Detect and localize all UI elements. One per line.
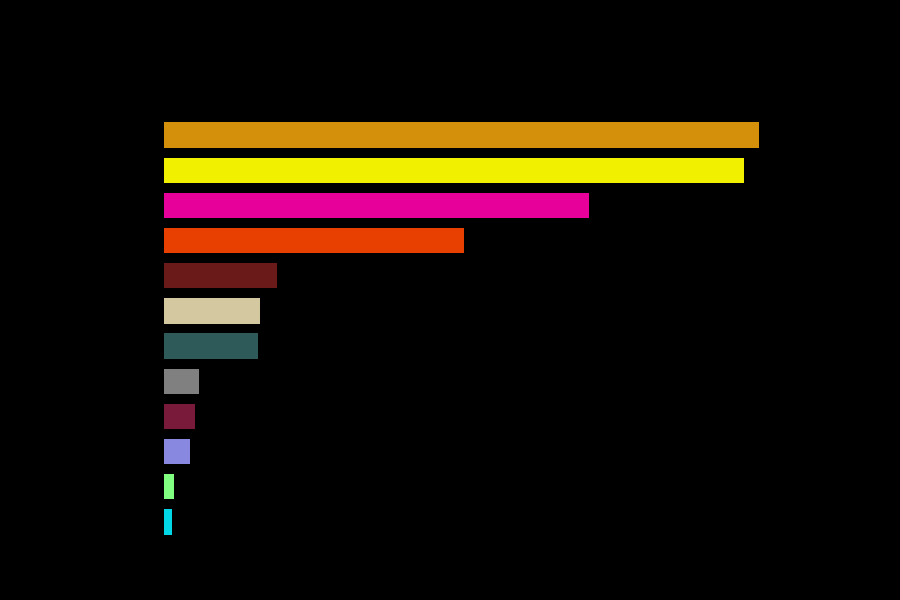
Bar (164, 334, 257, 359)
Bar (164, 404, 194, 429)
Bar (164, 122, 759, 148)
Bar (164, 439, 190, 464)
Bar (164, 368, 200, 394)
Bar (164, 298, 260, 323)
Bar (164, 193, 590, 218)
Bar (164, 228, 464, 253)
Bar (164, 509, 172, 535)
Bar (164, 263, 277, 289)
Bar (164, 474, 174, 499)
Bar (164, 158, 743, 183)
